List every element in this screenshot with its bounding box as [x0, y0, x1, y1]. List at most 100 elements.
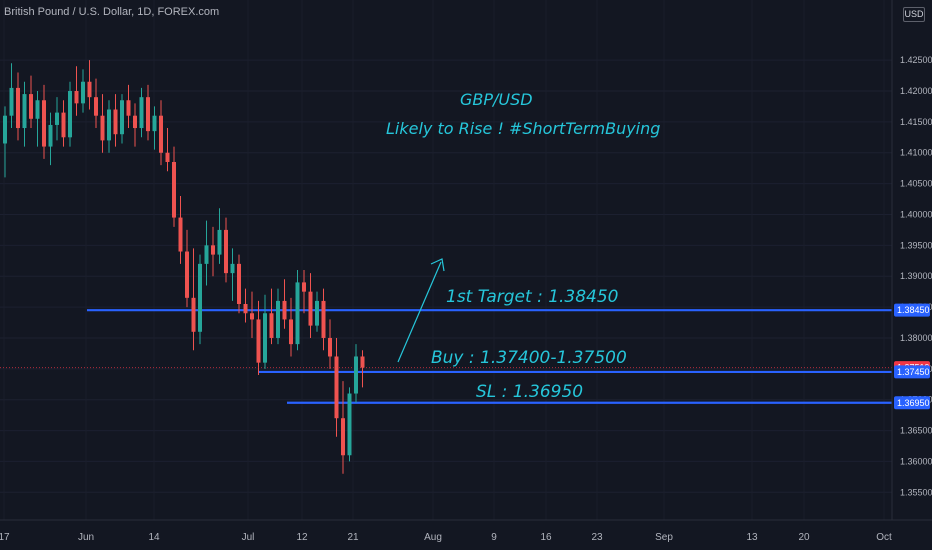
- candle-body: [360, 356, 365, 368]
- price-badge-label: 1.38450: [897, 305, 930, 315]
- candle-body: [347, 393, 352, 456]
- price-tick-label: 1.42500: [900, 55, 932, 65]
- candle-body: [204, 245, 209, 264]
- target-arrow-head: [430, 258, 445, 272]
- candle-body: [354, 356, 358, 394]
- grid: [0, 59, 892, 493]
- price-badge-label: 1.36950: [897, 398, 930, 408]
- candle-body: [3, 115, 7, 144]
- time-tick-label: 9: [491, 532, 497, 543]
- candle-body: [282, 300, 287, 320]
- candle-body: [315, 300, 319, 326]
- price-tick-label: 1.42000: [900, 86, 932, 96]
- candle-body: [211, 245, 215, 255]
- candle-body: [256, 319, 261, 363]
- candle-body: [328, 337, 332, 357]
- time-axis: 17 Jun 14 Jul 12 21 Aug 9 16 23 Sep 13 20 Oct: [0, 532, 892, 543]
- price-tick-label: 1.40000: [900, 209, 932, 219]
- time-tick-label: Jun: [78, 532, 94, 543]
- price-badge: [894, 396, 930, 410]
- candle-body: [139, 97, 144, 129]
- candle-body: [308, 291, 313, 326]
- price-tick-label: 1.41500: [900, 117, 932, 127]
- candle-body: [48, 124, 53, 147]
- candle-body: [22, 94, 27, 129]
- price-tick-label: 1.39000: [900, 271, 932, 281]
- price-tick-label: 1.36500: [900, 426, 932, 436]
- price-tick-label: 1.40500: [900, 179, 932, 189]
- time-tick-label: Jul: [242, 532, 255, 543]
- candle-body: [74, 91, 79, 104]
- candle-body: [9, 87, 14, 116]
- candle-body: [185, 251, 189, 298]
- candle-body: [191, 297, 196, 332]
- candle-body: [42, 100, 46, 147]
- time-tick-label: Oct: [876, 532, 892, 543]
- time-tick-label: 13: [746, 532, 758, 543]
- candle-body: [120, 100, 124, 135]
- symbol-title: British Pound / U.S. Dollar, 1D, FOREX.c…: [4, 6, 220, 18]
- annotation-sl: SL : 1.36950: [476, 382, 584, 402]
- candle-body: [68, 91, 72, 138]
- candle-body: [16, 87, 20, 129]
- price-badge: [894, 365, 930, 379]
- price-badge: [894, 303, 930, 317]
- candle-body: [81, 81, 85, 104]
- candle-body: [159, 115, 163, 153]
- time-tick-label: 16: [540, 532, 552, 543]
- candle-body: [152, 115, 157, 132]
- candle-body: [237, 263, 241, 304]
- time-tick-label: 12: [296, 532, 308, 543]
- candle-body: [276, 300, 280, 338]
- candle-body: [321, 300, 326, 338]
- candle-body: [334, 356, 339, 419]
- candle-body: [133, 115, 137, 129]
- candle-body: [35, 100, 40, 119]
- candle-body: [198, 263, 202, 332]
- candle-body: [250, 313, 254, 320]
- candle-body: [230, 263, 235, 274]
- candle-body: [61, 112, 66, 138]
- time-tick-label: 21: [347, 532, 359, 543]
- candles: [3, 60, 365, 474]
- price-tick-label: 1.35500: [900, 487, 932, 497]
- candle-body: [172, 162, 176, 218]
- time-tick-label: 14: [148, 532, 160, 543]
- candle-body: [341, 418, 345, 456]
- price-badge-label: 1.37450: [897, 367, 930, 377]
- candle-body: [243, 304, 248, 314]
- time-tick-label: 20: [798, 532, 810, 543]
- target-arrow-line: [397, 261, 442, 363]
- level-lines: [87, 309, 892, 404]
- time-tick-label: Aug: [424, 532, 442, 543]
- candle-body: [302, 282, 306, 292]
- candle-body: [100, 115, 105, 141]
- candle-body: [217, 229, 222, 255]
- candle-body: [178, 217, 183, 252]
- annotation-buy: Buy : 1.37400-1.37500: [431, 348, 627, 368]
- price-tick-label: 1.41000: [900, 148, 932, 158]
- candle-body: [29, 94, 33, 119]
- candle-body: [107, 109, 111, 141]
- price-tick-label: 1.38000: [900, 333, 932, 343]
- candle-body: [113, 109, 118, 135]
- target-arrow: [397, 258, 445, 363]
- candle-body: [289, 319, 293, 345]
- candle-body: [146, 97, 150, 132]
- annotation-target: 1st Target : 1.38450: [446, 287, 619, 307]
- time-tick-label: Sep: [655, 532, 673, 543]
- annotation-title: GBP/USD: [460, 90, 533, 109]
- candle-body: [269, 313, 274, 338]
- candle-body: [224, 229, 228, 274]
- candle-body: [94, 97, 98, 116]
- candle-body: [295, 282, 300, 345]
- candle-body: [126, 100, 131, 116]
- candle-body: [87, 81, 92, 98]
- currency-button[interactable]: USD: [903, 7, 925, 22]
- candle-body: [55, 112, 59, 125]
- annotation-subtitle: Likely to Rise ! #ShortTermBuying: [386, 119, 661, 138]
- time-tick-label: 23: [591, 532, 603, 543]
